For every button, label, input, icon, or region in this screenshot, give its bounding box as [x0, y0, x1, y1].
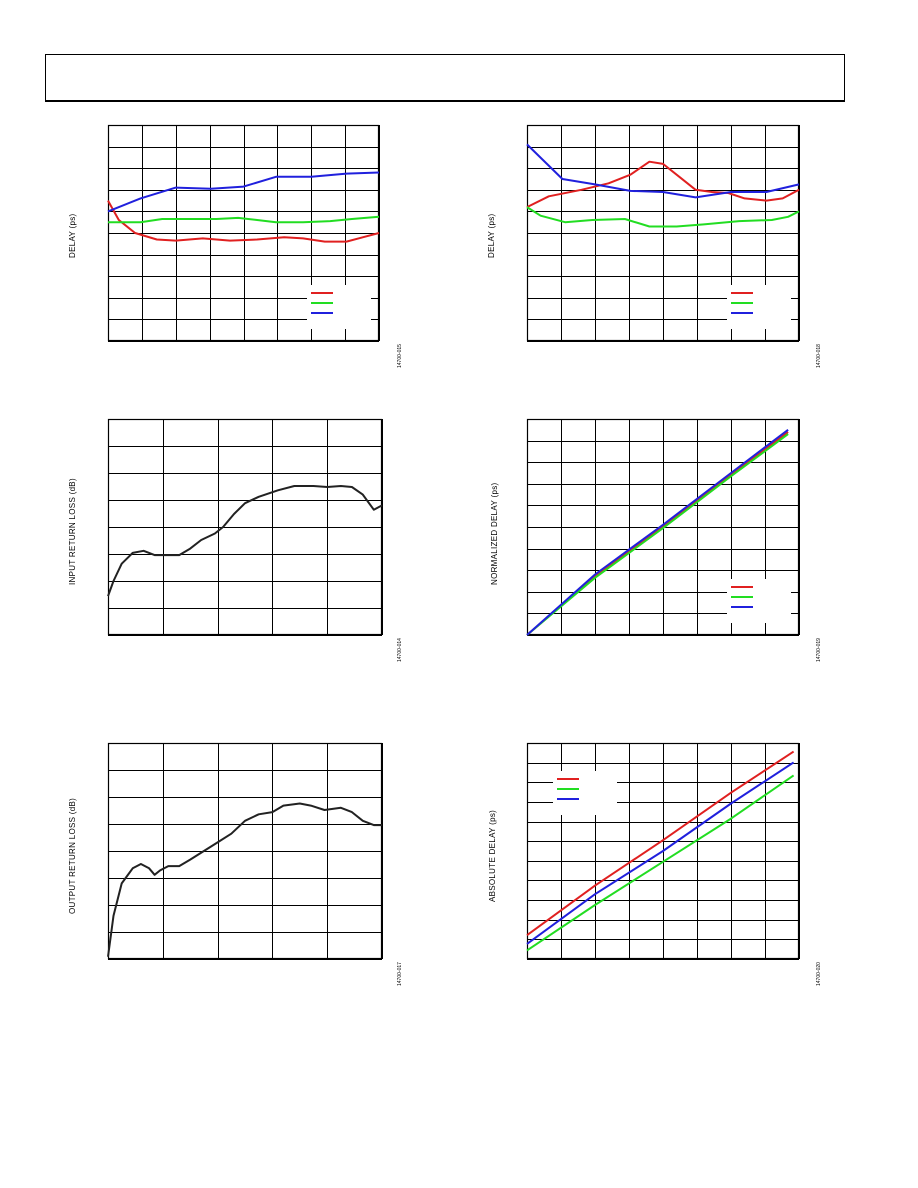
- figure-id-4: 14700-019: [816, 638, 822, 662]
- series-line-1: [107, 485, 383, 597]
- page-header-box: [45, 54, 845, 102]
- series-line-3: [526, 143, 800, 199]
- series-line-1: [526, 160, 800, 208]
- ylabel-output-return-loss: OUTPUT RETURN LOSS (dB): [68, 797, 77, 914]
- legend-box: [727, 285, 791, 329]
- plot-frame: [526, 418, 800, 636]
- chart-svg: [526, 742, 800, 960]
- legend: [307, 285, 371, 329]
- legend: [727, 579, 791, 623]
- chart-normalized-delay: [526, 418, 800, 636]
- series-line-3: [526, 429, 789, 636]
- chart-absolute-delay: [526, 742, 800, 960]
- chart-svg: [526, 124, 800, 342]
- figure-id-1: 14700-015: [397, 344, 403, 368]
- legend-box: [553, 771, 617, 815]
- chart-svg: [107, 418, 383, 636]
- series-line-2: [526, 433, 789, 636]
- figure-id-6: 14700-020: [816, 962, 822, 986]
- series-line-1: [526, 750, 795, 937]
- legend: [553, 771, 617, 815]
- figure-id-3: 14700-014: [397, 638, 403, 662]
- ylabel-input-return-loss: INPUT RETURN LOSS (dB): [68, 478, 77, 585]
- chart-output-return-loss: [107, 742, 383, 960]
- plot-frame: [107, 418, 383, 636]
- ylabel-delay-1: DELAY (ps): [68, 213, 77, 259]
- plot-frame: [107, 742, 383, 960]
- series-line-3: [526, 761, 795, 945]
- series-line-1: [107, 200, 380, 243]
- series-line-3: [107, 171, 380, 213]
- legend-box: [727, 579, 791, 623]
- chart-svg: [107, 124, 380, 342]
- series-line-2: [108, 215, 380, 224]
- legend-box: [307, 285, 371, 329]
- series-line-2: [526, 206, 800, 228]
- plot-frame: [526, 742, 800, 960]
- chart-input-return-loss: [107, 418, 383, 636]
- ylabel-normalized-delay: NORMALIZED DELAY (ps): [490, 482, 499, 585]
- chart-delay-top-right: [526, 124, 800, 342]
- series-line-1: [107, 802, 382, 957]
- ylabel-delay-2: DELAY (ps): [487, 213, 496, 259]
- chart-delay-top-left: [107, 124, 380, 342]
- series-line-2: [526, 774, 795, 952]
- chart-svg: [107, 742, 383, 960]
- figure-id-2: 14700-018: [816, 344, 822, 368]
- figure-id-5: 14700-017: [397, 962, 403, 986]
- plot-frame: [526, 124, 800, 342]
- chart-svg: [526, 418, 800, 636]
- legend: [727, 285, 791, 329]
- ylabel-absolute-delay: ABSOLUTE DELAY (ps): [488, 809, 497, 902]
